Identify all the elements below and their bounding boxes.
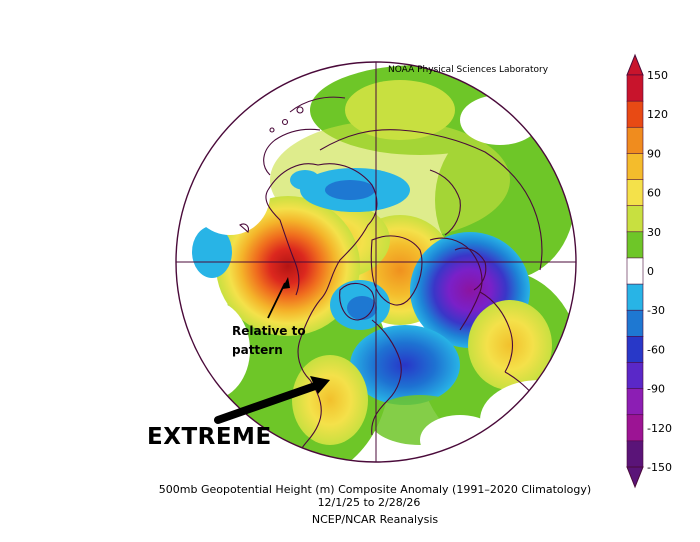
- graticule: [176, 62, 576, 462]
- colorbar-label: 150: [647, 69, 668, 82]
- colorbar-swatch: [626, 440, 644, 468]
- annotation-relative-line1: Relative to: [232, 324, 306, 338]
- colorbar-label: -60: [647, 343, 665, 356]
- colorbar-swatch: [626, 257, 644, 285]
- colorbar-swatch: [626, 179, 644, 207]
- colorbar-swatch: [626, 283, 644, 311]
- hemisphere-outline: [175, 61, 577, 463]
- colorbar: 150 120 90 60 30 0 -30 -60 -90 -120 -150: [626, 53, 672, 489]
- colorbar-swatch: [626, 336, 644, 364]
- credit-label: NOAA Physical Sciences Laboratory: [388, 65, 549, 75]
- footer-title: 500mb Geopotential Height (m) Composite …: [158, 483, 592, 496]
- colorbar-label: -30: [647, 304, 665, 317]
- annotation-extreme: EXTREME: [147, 424, 272, 450]
- colorbar-label: -120: [647, 422, 672, 435]
- colorbar-swatch: [626, 205, 644, 233]
- colorbar-swatch: [626, 231, 644, 259]
- colorbar-label: 30: [647, 226, 661, 239]
- extreme-arrow: [214, 376, 330, 424]
- colorbar-label: -150: [647, 461, 672, 474]
- colorbar-label: 90: [647, 147, 661, 160]
- annotation-relative-line2: pattern: [232, 343, 283, 357]
- colorbar-bottom-arrow: [626, 466, 644, 489]
- colorbar-swatch: [626, 100, 644, 128]
- relative-arrow: [267, 277, 290, 319]
- footer-source: NCEP/NCAR Reanalysis: [311, 513, 439, 526]
- colorbar-label: 0: [647, 265, 654, 278]
- colorbar-swatch: [626, 388, 644, 416]
- colorbar-label: 60: [647, 187, 661, 200]
- colorbar-swatch: [626, 362, 644, 390]
- colorbar-swatch: [626, 309, 644, 337]
- colorbar-swatch: [626, 126, 644, 155]
- colorbar-label: -90: [647, 383, 665, 396]
- colorbar-swatch: [626, 74, 644, 102]
- colorbar-label: 120: [647, 108, 668, 121]
- annotation-relative: Relative to pattern: [232, 322, 306, 360]
- colorbar-swatch: [626, 153, 644, 181]
- colorbar-top-arrow: [626, 53, 644, 76]
- footer-dates: 12/1/25 to 2/28/26: [317, 496, 421, 509]
- colorbar-swatch: [626, 414, 644, 442]
